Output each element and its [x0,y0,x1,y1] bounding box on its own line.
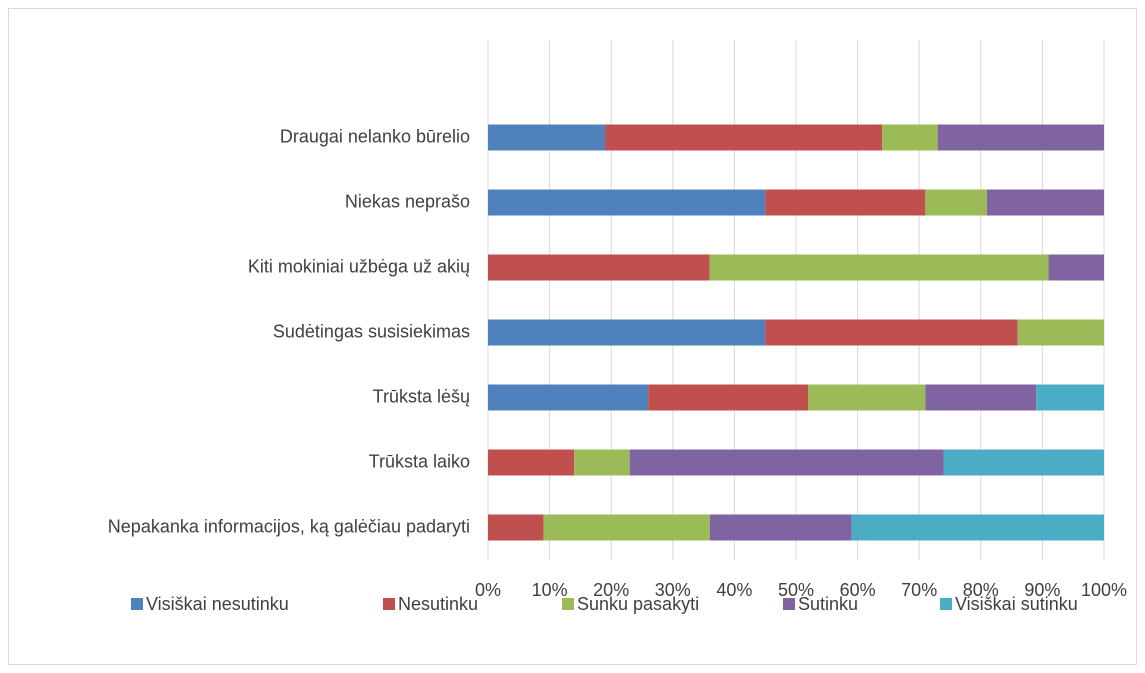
bar-segment [765,189,926,216]
x-tick-label: 20% [593,580,629,600]
y-tick-label: Sudėtingas susisiekimas [273,321,470,341]
y-tick-label: Draugai nelanko būrelio [280,126,470,146]
bar-segment [488,514,544,541]
bar-segment [648,384,809,411]
x-tick-label: 0% [475,580,501,600]
bar-segment [605,124,883,151]
bar-segment [808,384,926,411]
legend-swatch [383,598,395,610]
bar-segment [543,514,710,541]
y-tick-label: Nepakanka informacijos, ką galėčiau pada… [108,516,470,536]
bar-segment [943,449,1104,476]
bar-segment [882,124,938,151]
bar-segment [765,319,1018,346]
x-tick-label: 30% [655,580,691,600]
bar-segment [574,449,630,476]
bar-segment [1048,254,1104,281]
bar-segment [488,254,710,281]
bar-segment [488,319,766,346]
bar-segment [925,384,1037,411]
legend-label: Sutinku [798,594,858,614]
y-tick-label: Trūksta lėšų [373,386,470,406]
bar-segment [488,384,649,411]
legend-swatch [562,598,574,610]
legend-label: Nesutinku [398,594,478,614]
bar-segment [851,514,1104,541]
bar-segment [1017,319,1104,346]
bar-segment [925,189,987,216]
y-tick-label: Kiti mokiniai užbėga už akių [248,256,470,276]
x-tick-label: 50% [778,580,814,600]
x-tick-label: 70% [901,580,937,600]
legend-swatch [131,598,143,610]
bar-segment [488,189,766,216]
bar-segment [488,449,575,476]
legend-label: Sunku pasakyti [577,594,699,614]
bar-segment [709,254,1049,281]
x-tick-label: 10% [532,580,568,600]
bar-segment [986,189,1104,216]
legend-swatch [783,598,795,610]
x-tick-label: 90% [1024,580,1060,600]
legend-label: Visiškai sutinku [955,594,1078,614]
bar-segment [709,514,852,541]
bar-segment [488,124,606,151]
y-tick-label: Trūksta laiko [369,451,470,471]
x-tick-label: 40% [716,580,752,600]
x-tick-label: 60% [840,580,876,600]
legend-label: Visiškai nesutinku [146,594,289,614]
bar-segment [629,449,944,476]
bar-segment [1036,384,1104,411]
bar-segment [937,124,1104,151]
x-tick-label: 80% [963,580,999,600]
y-tick-label: Niekas neprašo [345,191,470,211]
x-tick-label: 100% [1081,580,1127,600]
legend-swatch [940,598,952,610]
